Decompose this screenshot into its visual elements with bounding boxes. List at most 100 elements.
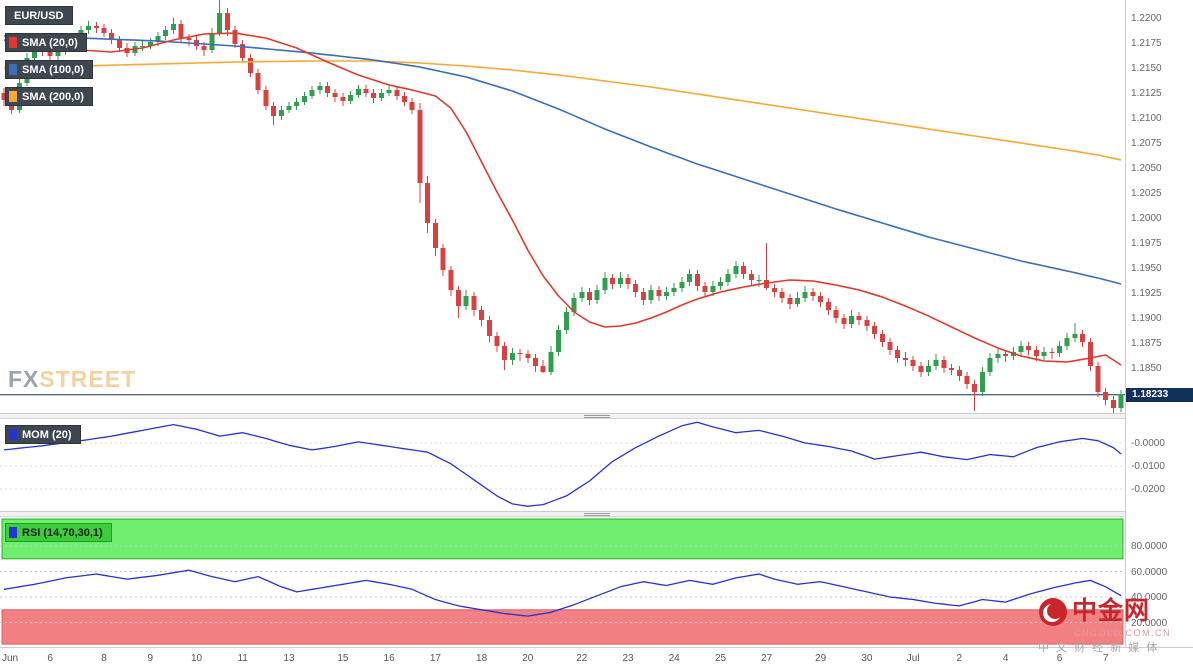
candle-body bbox=[748, 274, 754, 280]
axis-value-label: 1.2175 bbox=[1131, 38, 1162, 49]
candle-body bbox=[1003, 354, 1009, 356]
axis-value-label: 1.1850 bbox=[1131, 363, 1162, 374]
candle-body bbox=[402, 96, 407, 102]
candle-body bbox=[363, 89, 369, 93]
candle-body bbox=[355, 89, 361, 95]
candle-body bbox=[240, 44, 246, 58]
axis-value-label: -0.0200 bbox=[1131, 484, 1165, 495]
legend-rsi[interactable]: RSI (14,70,30,1) bbox=[5, 523, 112, 542]
rsi-label: RSI (14,70,30,1) bbox=[22, 526, 103, 539]
oversold-band bbox=[1, 609, 1124, 645]
mom-label: MOM (20) bbox=[22, 428, 72, 441]
candle-body bbox=[425, 183, 431, 223]
candle-body bbox=[509, 353, 515, 360]
candle-body bbox=[209, 33, 215, 50]
cngold-brand-text: 中金网 bbox=[1072, 597, 1151, 626]
candle-body bbox=[902, 358, 908, 360]
last-price-badge: 1.18233 bbox=[1126, 388, 1193, 402]
splitter-grip-icon[interactable] bbox=[583, 513, 610, 516]
candle-body bbox=[109, 33, 115, 40]
candle-body bbox=[810, 292, 816, 296]
panel-splitter-2[interactable] bbox=[0, 511, 1193, 517]
time-axis[interactable]: Jun 6 8 9 10 11 13 15 16 17 18 20 22 23 24 25 27 29 30 Jul 2… bbox=[0, 647, 1193, 668]
candle-body bbox=[625, 278, 631, 284]
mom-color-chip bbox=[9, 429, 17, 440]
candle-body bbox=[247, 58, 253, 73]
candle-body bbox=[47, 52, 53, 56]
candle-body bbox=[895, 350, 901, 358]
candle-body bbox=[610, 278, 616, 284]
candle-body bbox=[486, 320, 492, 336]
candle-body bbox=[864, 320, 870, 326]
time-axis-label: 7 bbox=[1102, 653, 1109, 664]
sma20-line bbox=[3, 32, 1122, 366]
axis-value-label: 1.2100 bbox=[1131, 113, 1162, 124]
rsi-canvas[interactable] bbox=[0, 517, 1125, 647]
time-axis-label: 11 bbox=[237, 653, 248, 664]
candle-body bbox=[101, 28, 107, 33]
price-axis[interactable]: 1.2200 1.2175 1.2150 1.2125 1.2100 1.2075 1.20… bbox=[1125, 0, 1193, 647]
candle-body bbox=[702, 286, 708, 292]
candle-body bbox=[271, 106, 276, 116]
candle-body bbox=[556, 330, 562, 352]
candle-body bbox=[926, 366, 931, 372]
candle-body bbox=[471, 296, 477, 310]
candle-body bbox=[301, 96, 307, 102]
candle-body bbox=[818, 296, 824, 302]
candle-body bbox=[710, 286, 716, 292]
candle-body bbox=[201, 46, 207, 50]
time-axis-label: 22 bbox=[576, 653, 588, 664]
candle-body bbox=[309, 90, 315, 96]
splitter-grip-icon[interactable] bbox=[583, 415, 610, 418]
time-axis-label: 15 bbox=[337, 653, 349, 664]
axis-value-label: 1.2150 bbox=[1131, 63, 1162, 74]
candle-body bbox=[456, 290, 461, 306]
candle-body bbox=[540, 366, 546, 372]
candle-body bbox=[332, 93, 338, 97]
time-axis-label: 8 bbox=[101, 653, 107, 664]
symbol-label: EUR/USD bbox=[14, 9, 64, 22]
candle-body bbox=[294, 102, 300, 106]
candle-body bbox=[563, 312, 569, 330]
candle-body bbox=[648, 290, 654, 300]
panel-splitter-1[interactable] bbox=[0, 413, 1193, 419]
legend-sma200[interactable]: SMA (200,0) bbox=[5, 87, 93, 106]
legend-sma100[interactable]: SMA (100,0) bbox=[5, 60, 93, 79]
candle-body bbox=[972, 384, 978, 392]
sma100-color-chip bbox=[9, 64, 17, 75]
candle-body bbox=[1, 93, 7, 100]
candlesticks bbox=[1, 0, 1124, 413]
axis-value-label: 1.2050 bbox=[1131, 163, 1162, 174]
candle-body bbox=[949, 368, 955, 370]
legend-sma20[interactable]: SMA (20,0) bbox=[5, 33, 87, 52]
time-axis-label: 23 bbox=[622, 653, 634, 664]
candle-body bbox=[325, 86, 330, 93]
candle-body bbox=[394, 90, 400, 96]
candle-body bbox=[849, 316, 854, 324]
candle-body bbox=[463, 296, 469, 306]
candle-body bbox=[956, 370, 962, 376]
candle-body bbox=[694, 274, 700, 286]
fxstreet-watermark: FXSTREET bbox=[8, 366, 136, 393]
fxstreet-fx-text: FX bbox=[8, 366, 40, 392]
candle-body bbox=[1110, 400, 1116, 408]
mom-canvas[interactable] bbox=[0, 419, 1125, 511]
main-chart-canvas[interactable] bbox=[0, 0, 1125, 413]
axis-value-label: 1.1975 bbox=[1131, 238, 1162, 249]
overbought-band bbox=[1, 518, 1124, 560]
candle-body bbox=[178, 24, 184, 38]
candle-body bbox=[795, 298, 800, 304]
legend-symbol[interactable]: EUR/USD bbox=[5, 6, 73, 25]
candle-body bbox=[1080, 334, 1086, 342]
axis-value-label: 20.0000 bbox=[1131, 617, 1168, 629]
cngold-domain-text: CNGOLD.COM.CN bbox=[1074, 628, 1172, 638]
legend-mom[interactable]: MOM (20) bbox=[5, 425, 81, 444]
axis-value-label: -0.0100 bbox=[1131, 461, 1165, 472]
candle-body bbox=[1072, 334, 1078, 338]
main-chart-panel: EUR/USD SMA (20,0) SMA (100,0) SMA (200,… bbox=[0, 0, 1125, 413]
candle-body bbox=[987, 358, 993, 372]
cngold-watermark: 中金网 CNGOLD.COM.CN 中 文 财 经 新 媒 体 bbox=[1038, 597, 1190, 654]
axis-value-label: 80.0000 bbox=[1131, 541, 1168, 552]
candle-body bbox=[887, 342, 893, 350]
